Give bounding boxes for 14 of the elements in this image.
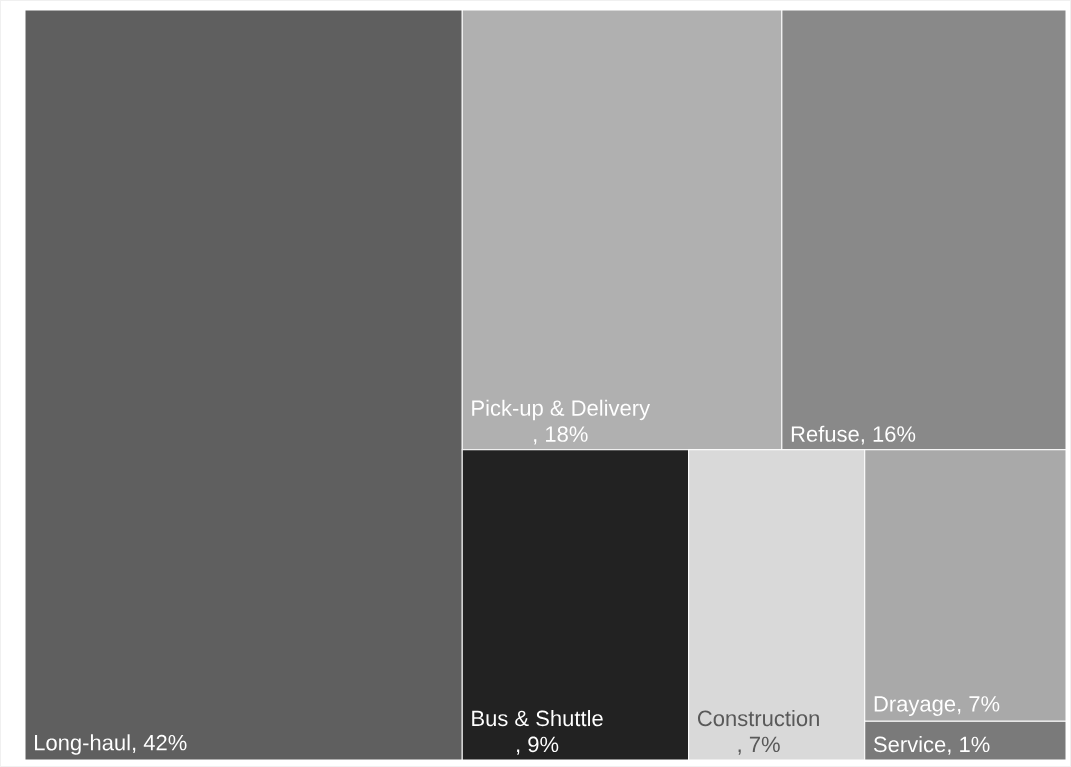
- category-label: Drayage: [874, 696, 956, 716]
- category-label: Pick-up & Delivery: [472, 399, 651, 421]
- category-label: Bus & Shuttle: [472, 710, 603, 727]
- data-label: , 9%: [517, 736, 559, 755]
- data-label: , 7%: [958, 696, 1000, 715]
- data-label: , 42%: [133, 734, 187, 754]
- category-label: Service: [873, 736, 946, 753]
- data-label: , 16%: [861, 426, 916, 445]
- data-label: , 18%: [534, 426, 588, 445]
- category-label: Refuse: [791, 425, 859, 442]
- data-label: , 1%: [948, 736, 990, 755]
- category-label: Long-haul: [35, 734, 130, 755]
- category-label: Construction: [697, 710, 819, 727]
- data-label: , 7%: [738, 736, 780, 755]
